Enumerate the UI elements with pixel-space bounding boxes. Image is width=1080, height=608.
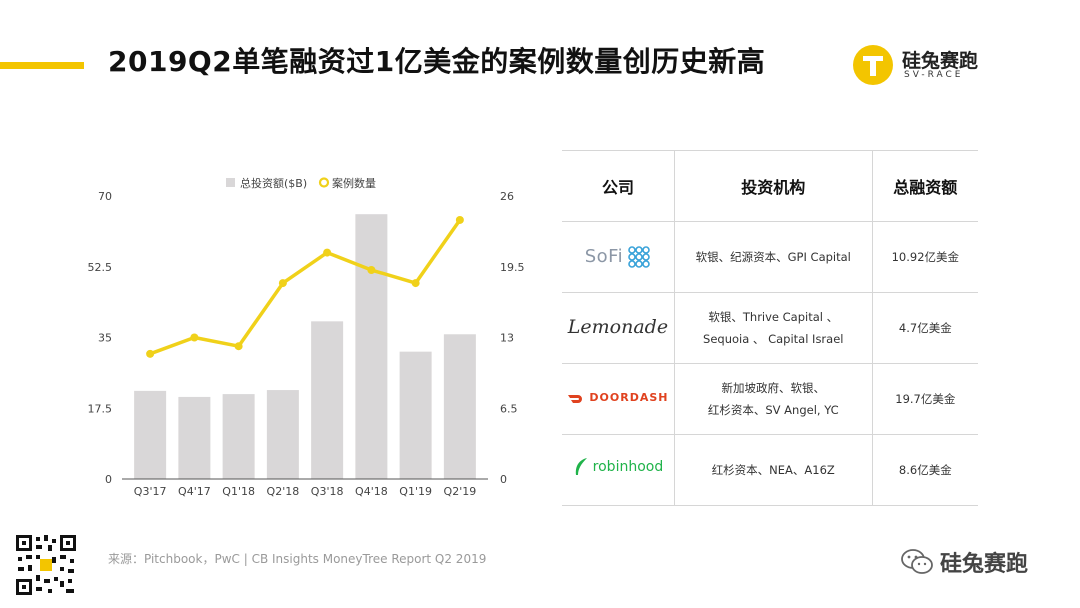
page-title: 2019Q2单笔融资过1亿美金的案例数量创历史新高 [108,45,766,78]
table-row: SoFi 软银、纪源资本、GPI Capital 10.92亿美金 [562,221,978,293]
accent-bar [0,62,84,69]
bar [178,396,211,479]
x-axis: Q3'17 Q4'17 Q1'18 Q2'18 Q3'18 Q4'18 Q1'19 Q2'19 [122,478,488,498]
line-point [278,279,287,288]
left-tick-label: 70 [98,190,112,203]
company-name: DOORDASH [589,391,669,404]
company-cell: SoFi [562,221,675,293]
qr-code-icon[interactable] [14,533,78,597]
sofi-dots-icon [628,246,650,268]
investors-cell: 软银、Thrive Capital 、 Sequoia 、 Capital Is… [673,292,873,364]
legend-swatch-bar [226,178,235,187]
chart-legend: 总投资额($B) 案例数量 [226,176,376,190]
right-tick-label: 13 [500,332,514,345]
right-tick-label: 26 [500,190,514,203]
x-tick-label: Q1'19 [399,485,432,498]
x-tick-label: Q1'18 [222,485,255,498]
investors-line: 红杉资本、SV Angel, YC [707,403,839,417]
brand-subtitle: SV-RACE [904,70,964,80]
company-cell: DOORDASH [562,363,675,435]
x-tick-label: Q3'18 [311,485,344,498]
investors-line: 新加坡政府、软银、 [721,381,826,395]
bar [355,214,388,479]
source-note: 来源：Pitchbook，PwC | CB Insights MoneyTree… [108,552,487,566]
left-tick-label: 17.5 [88,402,113,415]
brand-logo-icon [853,45,893,85]
company-name: robinhood [592,459,664,475]
amount-cell: 19.7亿美金 [871,363,978,435]
amount-cell: 8.6亿美金 [871,434,978,506]
investors-line: 软银、纪源资本、GPI Capital [695,250,851,264]
company-cell: robinhood [562,434,675,506]
left-tick-label: 35 [98,332,112,345]
line-series [146,215,464,358]
amount-cell: 4.7亿美金 [871,292,978,364]
right-axis: 26 19.5 13 6.5 0 [500,190,525,486]
brand-name: 硅兔赛跑 [902,50,979,72]
line-point [190,333,199,342]
table-header-row: 公司 投资机构 总融资额 [562,150,978,222]
bar [443,334,476,479]
investors-cell: 新加坡政府、软银、 红杉资本、SV Angel, YC [673,363,873,435]
x-tick-label: Q4'18 [355,485,388,498]
wechat-watermark: 硅兔赛跑 [900,546,1028,578]
investors-line: 红杉资本、NEA、A16Z [711,463,835,477]
left-tick-label: 0 [105,473,112,486]
robinhood-logo: robinhood [573,456,664,478]
header-investors: 投资机构 [673,150,873,222]
header-amount: 总融资额 [871,150,978,222]
investors-line: 软银、Thrive Capital 、 [708,310,839,324]
line-point [234,342,243,351]
line-point [367,266,376,275]
x-tick-label: Q3'17 [134,485,167,498]
left-axis: 70 52.5 35 17.5 0 [88,190,113,486]
bar [399,351,432,479]
investors-cell: 红杉资本、NEA、A16Z [673,434,873,506]
table-row: Lemonade 软银、Thrive Capital 、 Sequoia 、 C… [562,292,978,364]
wechat-icon [901,549,933,574]
feather-icon [575,458,587,475]
company-cell: Lemonade [562,292,675,364]
investors-cell: 软银、纪源资本、GPI Capital [673,221,873,293]
left-tick-label: 52.5 [88,261,113,274]
legend-label-line: 案例数量 [332,176,376,190]
doordash-logo: DOORDASH [567,387,668,409]
company-name: SoFi [584,246,624,267]
header-company: 公司 [562,150,675,222]
line-point [411,279,420,288]
series-line [149,218,462,356]
bar [222,394,255,479]
legend-swatch-line [318,177,330,188]
x-tick-label: Q2'18 [267,485,300,498]
table-row: robinhood 红杉资本、NEA、A16Z 8.6亿美金 [562,434,978,506]
bar [311,321,344,479]
sofi-logo: SoFi [585,245,651,269]
brand: 硅兔赛跑 SV-RACE [852,44,992,88]
doordash-dash-icon [568,395,583,403]
line-point [323,248,332,257]
amount-cell: 10.92亿美金 [871,221,978,293]
right-tick-label: 19.5 [500,261,525,274]
wechat-account-name: 硅兔赛跑 [940,552,1029,577]
investors-line: Sequoia 、 Capital Israel [703,332,844,346]
legend-label-bar: 总投资额($B) [240,176,307,190]
table-row: DOORDASH 新加坡政府、软银、 红杉资本、SV Angel, YC 19.… [562,363,978,435]
line-point [455,215,464,224]
bar [266,390,299,479]
funding-table: 公司 投资机构 总融资额 SoFi 软银、纪源资本、GPI Capital 10… [562,150,978,506]
bar [134,390,167,479]
right-tick-label: 6.5 [500,402,518,415]
right-tick-label: 0 [500,473,507,486]
investment-chart: 总投资额($B) 案例数量 70 52.5 35 17.5 0 26 19.5 13 6.5 0 … [80,168,540,508]
line-point [146,349,155,358]
company-name: Lemonade [567,316,669,338]
x-tick-label: Q4'17 [178,485,211,498]
x-tick-label: Q2'19 [444,485,477,498]
bar-series [134,214,476,479]
